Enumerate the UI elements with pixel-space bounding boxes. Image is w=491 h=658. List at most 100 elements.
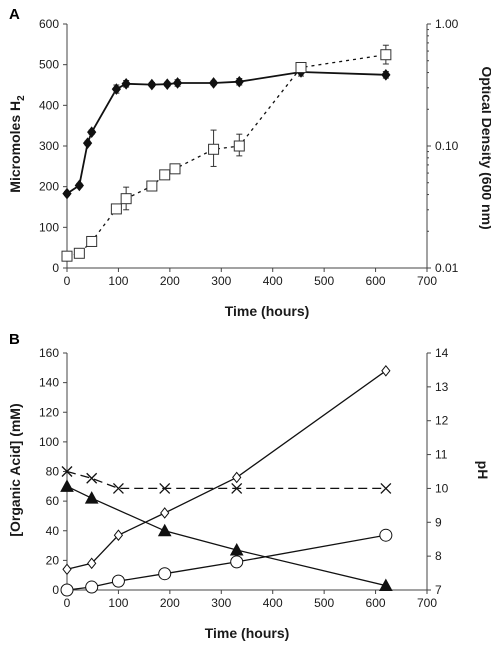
panel-a-x-tick-label: 200 [160, 274, 180, 288]
panel-a-filled-diamond-marker [121, 77, 131, 90]
panel-b-right-tick-label: 9 [435, 515, 442, 529]
panel-a: A 0 100 200 300 400 500 600 700 0 100 200 300 400 500… [7, 6, 491, 319]
panel-b-filled-triangle-marker [60, 479, 74, 492]
panel-a-open-square-marker [61, 250, 73, 262]
panel-a-filled-diamond-marker [111, 83, 122, 95]
panel-a-right-tick-label: 0.01 [435, 261, 459, 275]
panel-b-open-diamond-marker [232, 471, 242, 484]
panel-b-x-marker [231, 482, 243, 494]
panel-a-series [61, 44, 392, 262]
panel-b-y-tick-label: 140 [39, 376, 59, 390]
panel-b-open-diamond-marker [113, 529, 124, 541]
panel-b-series [60, 364, 393, 597]
panel-b-open-diamond-marker [381, 364, 391, 377]
panel-b-ticks: 0 100 200 300 400 500 600 700 0 20 40 60 80 100 120 140… [39, 346, 449, 610]
panel-a-open-square-marker [159, 169, 171, 181]
panel-b-right-tick-label: 13 [435, 380, 449, 394]
panel-b-series-x-line [66, 470, 386, 490]
panel-b-open-circle-marker [85, 580, 99, 594]
panel-b-open-circle-marker [379, 528, 393, 542]
panel-a-x-tick-label: 100 [108, 274, 128, 288]
panel-b-x-tick-label: 0 [64, 596, 71, 610]
panel-a-filled-diamond-marker [234, 75, 244, 88]
panel-b-x-tick-label: 700 [417, 596, 437, 610]
panel-a-y-tick-label: 400 [39, 98, 59, 112]
panel-b-x-tick-label: 500 [314, 596, 334, 610]
panel-a-open-square-marker [110, 203, 122, 215]
panel-b-y-tick-label: 60 [46, 494, 60, 508]
panel-b-y-tick-label: 120 [39, 405, 59, 419]
panel-a-open-square-marker [295, 61, 307, 73]
panel-b-series-open-diamond-line [66, 370, 387, 570]
panel-a-x-tick-label: 300 [211, 274, 231, 288]
panel-a-y-tick-label: 100 [39, 220, 59, 234]
panel-b-y-tick-label: 100 [39, 435, 59, 449]
panel-a-filled-diamond-marker [74, 179, 84, 192]
panel-a-filled-diamond-marker [172, 77, 183, 89]
panel-b-x-marker [86, 472, 98, 484]
panel-b-x-tick-label: 400 [263, 596, 283, 610]
panel-b-open-circle-marker [60, 583, 74, 597]
panel-a-open-square-marker [169, 163, 181, 175]
panel-b-right-tick-label: 8 [435, 549, 442, 563]
panel-b-label: B [9, 331, 20, 348]
panel-b: B 0 100 200 300 400 500 600 700 0 20 40 60 80 100 120 1… [7, 331, 491, 641]
panel-a-label: A [9, 6, 20, 23]
panel-b-filled-triangle-marker [84, 491, 99, 504]
panel-b-right-tick-label: 11 [435, 448, 448, 462]
panel-b-x-marker [159, 482, 171, 494]
panel-a-y-tick-label: 200 [39, 180, 59, 194]
panel-a-open-square-marker [146, 180, 158, 192]
panel-b-filled-triangle-marker [229, 542, 244, 556]
panel-a-y-axis-label: Micromoles H2 [7, 95, 27, 193]
panel-b-x-tick-label: 600 [366, 596, 386, 610]
panel-a-x-axis-label: Time (hours) [225, 303, 310, 319]
panel-a-x-tick-label: 600 [366, 274, 386, 288]
panel-b-open-circle-marker [111, 574, 125, 588]
panel-a-right-axis-label: Optical Density (600 nm) [479, 66, 491, 229]
panel-a-open-square-marker [380, 49, 392, 61]
panel-b-x-marker [112, 482, 124, 494]
panel-b-filled-triangle-marker [157, 523, 172, 537]
panel-b-right-tick-label: 12 [435, 414, 449, 428]
panel-b-filled-triangle-marker [379, 578, 393, 592]
panel-a-filled-diamond-marker [62, 187, 72, 200]
panel-a-x-tick-label: 500 [314, 274, 334, 288]
panel-b-right-axis-label: pH [475, 461, 491, 480]
panel-b-x-marker [380, 482, 392, 494]
panel-a-filled-diamond-marker [162, 78, 172, 90]
panel-a-filled-diamond-marker [381, 69, 391, 81]
panel-b-y-tick-label: 80 [46, 465, 60, 479]
panel-a-series-open-square-line [66, 54, 386, 257]
panel-b-open-circle-marker [230, 555, 244, 569]
panel-a-filled-diamond-marker [208, 77, 219, 89]
panel-a-open-square-marker [233, 140, 245, 152]
panel-b-y-tick-label: 40 [46, 524, 60, 538]
panel-a-x-tick-label: 400 [263, 274, 283, 288]
panel-b-right-tick-label: 14 [435, 346, 449, 360]
panel-a-right-tick-label: 0.10 [435, 139, 459, 153]
panel-a-filled-diamond-marker [147, 78, 157, 91]
panel-b-open-diamond-marker [160, 507, 170, 519]
panel-a-ticks: 0 100 200 300 400 500 600 700 0 100 200 300 400 500 60… [39, 17, 459, 288]
panel-a-open-square-marker [120, 193, 132, 205]
panel-b-x-axis-label: Time (hours) [205, 625, 290, 641]
panel-a-y-tick-label: 600 [39, 17, 59, 31]
panel-b-right-tick-label: 7 [435, 583, 442, 597]
panel-a-open-square-marker [208, 143, 220, 155]
panel-a-y-tick-label: 0 [52, 261, 59, 275]
panel-b-open-diamond-marker [87, 557, 97, 570]
panel-a-filled-diamond-marker [82, 137, 93, 149]
panel-a-x-tick-label: 700 [417, 274, 437, 288]
panel-a-filled-diamond-marker [87, 126, 97, 138]
panel-a-right-tick-label: 1.00 [435, 17, 459, 31]
panel-a-x-tick-label: 0 [64, 274, 71, 288]
panel-b-x-marker [61, 466, 73, 477]
panel-b-y-tick-label: 20 [46, 553, 60, 567]
panel-a-open-square-marker [73, 247, 85, 259]
panel-a-y-axis-label-subscript: 2 [16, 95, 27, 101]
panel-b-open-diamond-marker [62, 563, 72, 576]
panel-b-x-tick-label: 100 [108, 596, 128, 610]
